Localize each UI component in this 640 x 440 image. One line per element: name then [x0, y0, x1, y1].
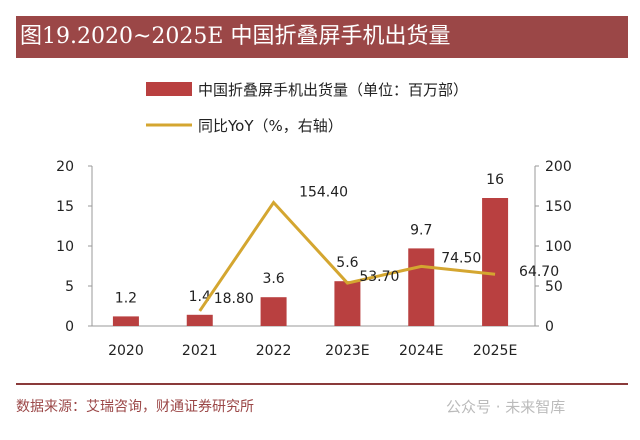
bar-data-label: 16 [486, 172, 504, 188]
line-data-label: 18.80 [214, 291, 254, 307]
line-data-label: 53.70 [359, 269, 399, 285]
bar [186, 314, 213, 326]
x-tick-label: 2020 [108, 343, 144, 359]
x-tick-label: 2024E [399, 343, 443, 359]
right-tick-label: 150 [545, 199, 572, 215]
x-tick-label: 2021 [182, 343, 218, 359]
legend-bar-swatch [146, 82, 192, 96]
x-tick-label: 2025E [473, 343, 517, 359]
left-tick-label: 5 [65, 279, 74, 295]
bar [408, 248, 435, 326]
left-tick-label: 15 [56, 199, 74, 215]
bar-data-label: 3.6 [262, 271, 284, 287]
right-tick-label: 0 [545, 319, 554, 335]
line-data-label: 64.70 [519, 264, 559, 280]
chart-title: 图19.2020~2025E 中国折叠屏手机出货量 [16, 16, 628, 58]
legend-bar-label: 中国折叠屏手机出货量（单位：百万部） [198, 81, 468, 99]
bar-data-label: 1.2 [115, 290, 137, 306]
divider [16, 383, 628, 385]
left-tick-label: 20 [56, 159, 74, 175]
bar [482, 198, 509, 326]
left-tick-label: 0 [65, 319, 74, 335]
bar-data-label: 5.6 [336, 255, 358, 271]
x-tick-label: 2023E [325, 343, 369, 359]
bar [260, 297, 287, 326]
bar-data-label: 9.7 [410, 222, 432, 238]
right-tick-label: 100 [545, 239, 572, 255]
bar [334, 281, 361, 326]
bar [112, 316, 139, 326]
x-tick-label: 2022 [256, 343, 292, 359]
watermark: 公众号 · 未来智库 [446, 398, 566, 416]
source-note: 数据来源：艾瑞咨询，财通证券研究所 [16, 399, 254, 415]
right-tick-label: 50 [545, 279, 563, 295]
yoy-line [198, 200, 496, 312]
line-data-label: 154.40 [299, 184, 348, 200]
left-tick-label: 10 [56, 239, 74, 255]
right-tick-label: 200 [545, 159, 572, 175]
line-data-label: 74.50 [441, 250, 481, 266]
legend-line-label: 同比YoY（%，右轴） [198, 117, 343, 135]
